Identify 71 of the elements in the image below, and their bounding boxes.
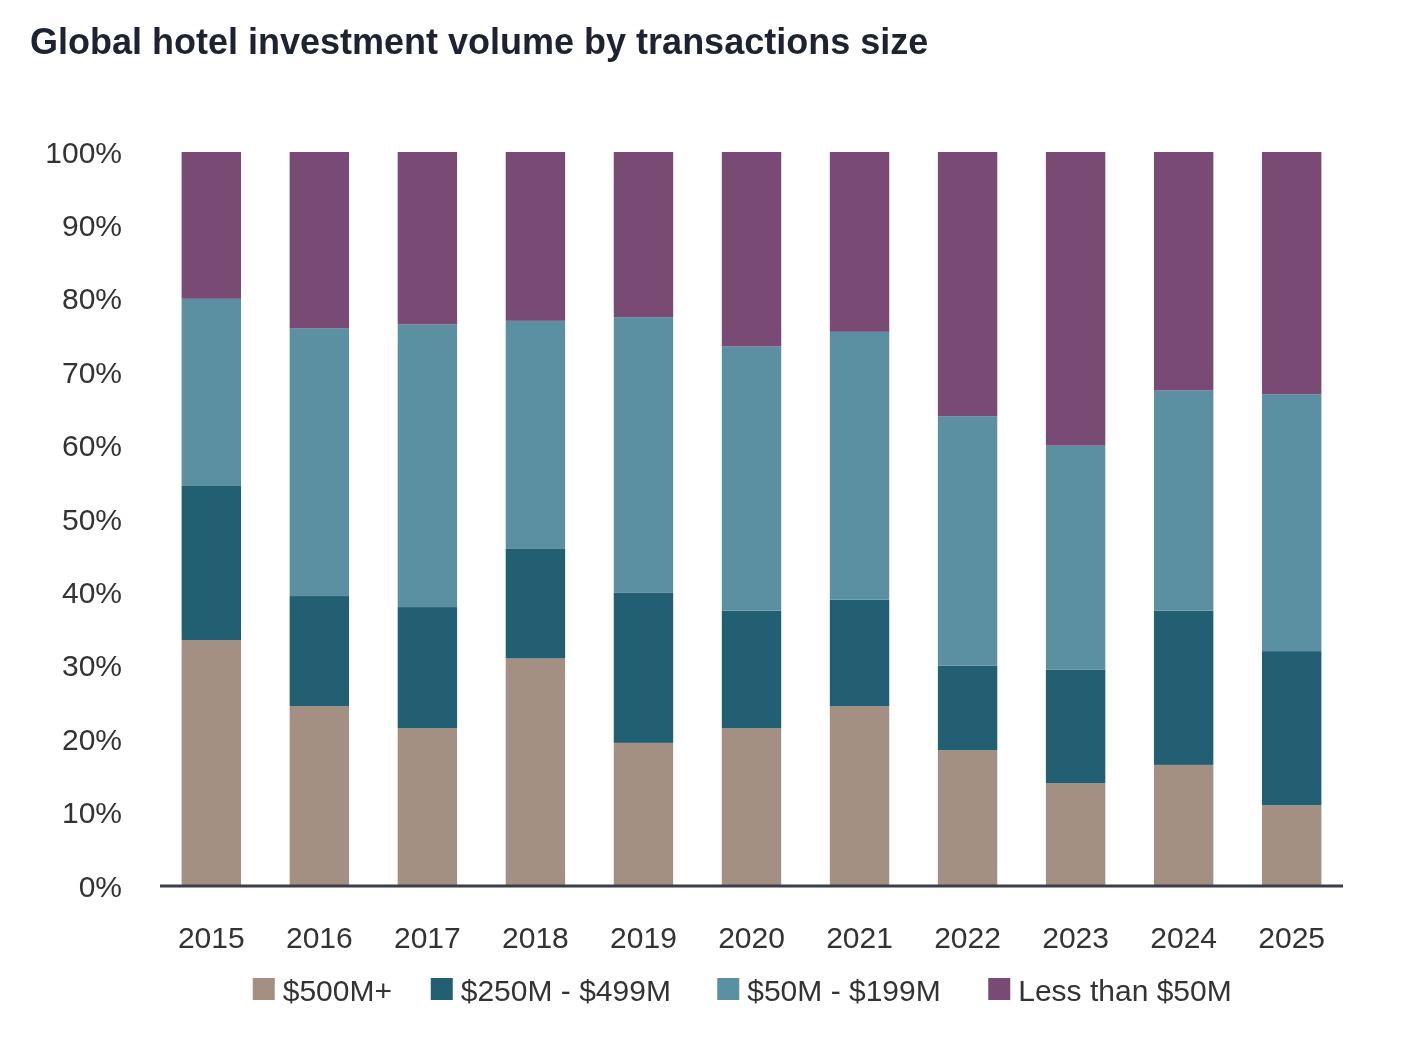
bar xyxy=(1045,445,1106,670)
bar xyxy=(505,548,566,659)
bar xyxy=(181,640,242,886)
bar xyxy=(181,152,242,299)
legend-label: Less than $50M xyxy=(1018,973,1232,1007)
bar xyxy=(721,728,782,886)
x-tick-label: 2018 xyxy=(502,921,569,954)
bar xyxy=(1153,152,1214,391)
bar xyxy=(505,320,566,549)
bar xyxy=(937,152,998,417)
chart-title: Global hotel investment volume by transactions size xyxy=(30,21,929,62)
x-tick-label: 2020 xyxy=(718,921,785,954)
bar xyxy=(397,324,458,608)
bar xyxy=(289,596,350,707)
y-tick-label: 80% xyxy=(61,282,122,316)
bar xyxy=(1153,764,1214,886)
bar xyxy=(289,706,350,886)
bar xyxy=(829,706,890,886)
bar xyxy=(397,607,458,729)
bar xyxy=(613,152,674,318)
legend-label: $50M - $199M xyxy=(747,973,941,1007)
bar xyxy=(289,152,350,329)
y-tick-label: 50% xyxy=(61,502,122,536)
bar xyxy=(505,152,566,321)
bar xyxy=(613,592,674,743)
y-tick-label: 70% xyxy=(61,355,122,389)
bar xyxy=(937,416,998,666)
bar xyxy=(1261,651,1322,806)
x-tick-label: 2021 xyxy=(826,921,893,954)
x-tick-label: 2025 xyxy=(1258,921,1326,954)
bar xyxy=(937,750,998,886)
legend-label: $500M+ xyxy=(282,973,392,1007)
x-tick-label: 2024 xyxy=(1150,921,1218,954)
bar xyxy=(1045,783,1106,886)
x-tick-label: 2023 xyxy=(1042,921,1109,954)
y-tick-label: 100% xyxy=(45,135,122,169)
y-tick-label: 60% xyxy=(61,429,122,463)
bar xyxy=(613,742,674,886)
bar xyxy=(829,152,890,332)
x-tick-label: 2022 xyxy=(934,921,1001,954)
bar xyxy=(721,346,782,611)
bar xyxy=(1153,390,1214,611)
bar xyxy=(829,599,890,707)
x-tick-label: 2016 xyxy=(285,921,353,954)
x-tick-label: 2015 xyxy=(177,921,245,954)
x-tick-label: 2017 xyxy=(394,921,461,954)
bar xyxy=(505,658,566,886)
legend-label: $250M - $499M xyxy=(460,973,671,1007)
bar xyxy=(397,728,458,886)
bar xyxy=(613,317,674,593)
y-tick-label: 20% xyxy=(61,722,122,756)
bar xyxy=(721,610,782,729)
x-tick-label: 2019 xyxy=(610,921,677,954)
y-tick-label: 0% xyxy=(78,869,122,903)
y-tick-label: 10% xyxy=(61,796,122,830)
bar xyxy=(937,665,998,751)
bar xyxy=(1045,152,1106,446)
bar xyxy=(1261,805,1322,886)
bar xyxy=(1261,152,1322,395)
bar xyxy=(829,331,890,600)
y-tick-label: 40% xyxy=(61,575,122,609)
bar xyxy=(721,152,782,347)
bar xyxy=(181,485,242,641)
bar xyxy=(1045,669,1106,784)
bar xyxy=(181,298,242,486)
bar xyxy=(397,152,458,325)
bar xyxy=(289,328,350,597)
bar xyxy=(1153,610,1214,765)
bar xyxy=(1261,394,1322,652)
y-tick-label: 90% xyxy=(61,208,122,242)
y-tick-label: 30% xyxy=(61,649,122,683)
